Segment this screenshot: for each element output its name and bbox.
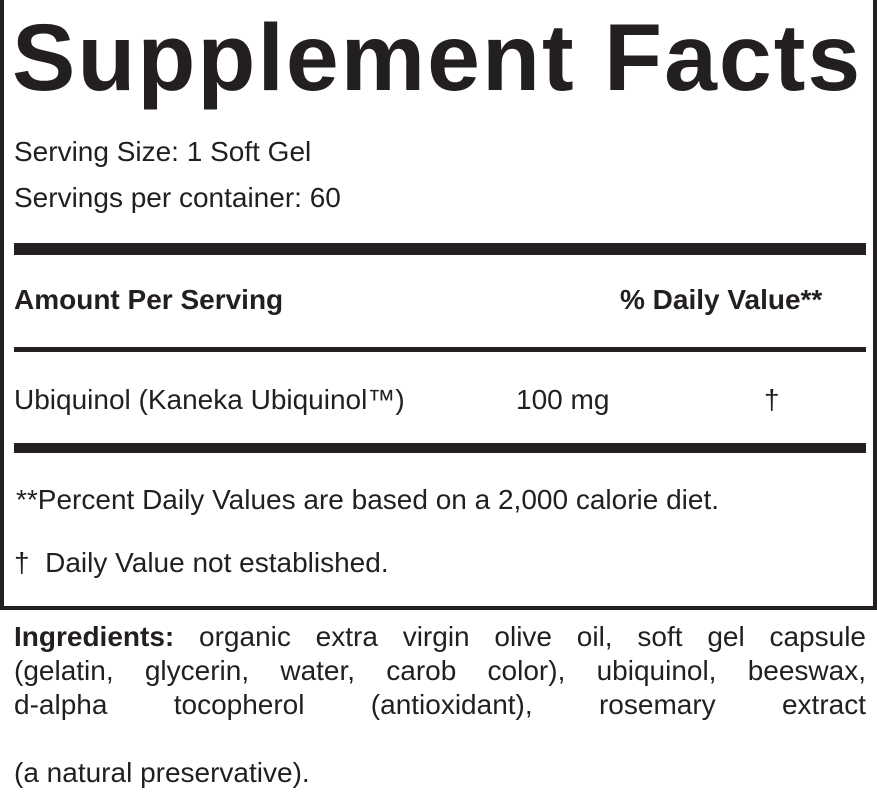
serving-size: Serving Size: 1 Soft Gel xyxy=(14,136,312,167)
footnote-not-established: † Daily Value not established. xyxy=(14,547,389,578)
ingredients-line: organic extra virgin olive oil, soft gel… xyxy=(174,621,866,652)
supplement-facts-panel xyxy=(0,0,877,610)
ingredients-line: (a natural preservative). xyxy=(14,757,310,788)
ingredients-label: Ingredients: xyxy=(14,621,175,652)
ingredients-text: Ingredients: organic extra virgin olive … xyxy=(14,620,866,722)
ingredients-line: d-alpha tocopherol (antioxidant), rosema… xyxy=(14,689,866,720)
nutrient-amount: 100 mg xyxy=(516,384,610,415)
servings-per-container: Servings per container: 60 xyxy=(14,182,341,213)
amount-per-serving-header: Amount Per Serving xyxy=(14,284,284,315)
ingredients-line: (gelatin, glycerin, water, carob color),… xyxy=(14,655,866,686)
thin-divider xyxy=(14,347,866,352)
thick-divider xyxy=(14,443,866,453)
thick-divider xyxy=(14,243,866,255)
footnote-daily-values: **Percent Daily Values are based on a 2,… xyxy=(16,484,720,515)
daily-value-header: % Daily Value** xyxy=(620,284,823,315)
nutrient-name: Ubiquinol (Kaneka Ubiquinol™) xyxy=(14,384,405,415)
panel-title: Supplement Facts xyxy=(12,5,863,111)
nutrient-daily-value: † xyxy=(764,384,780,415)
